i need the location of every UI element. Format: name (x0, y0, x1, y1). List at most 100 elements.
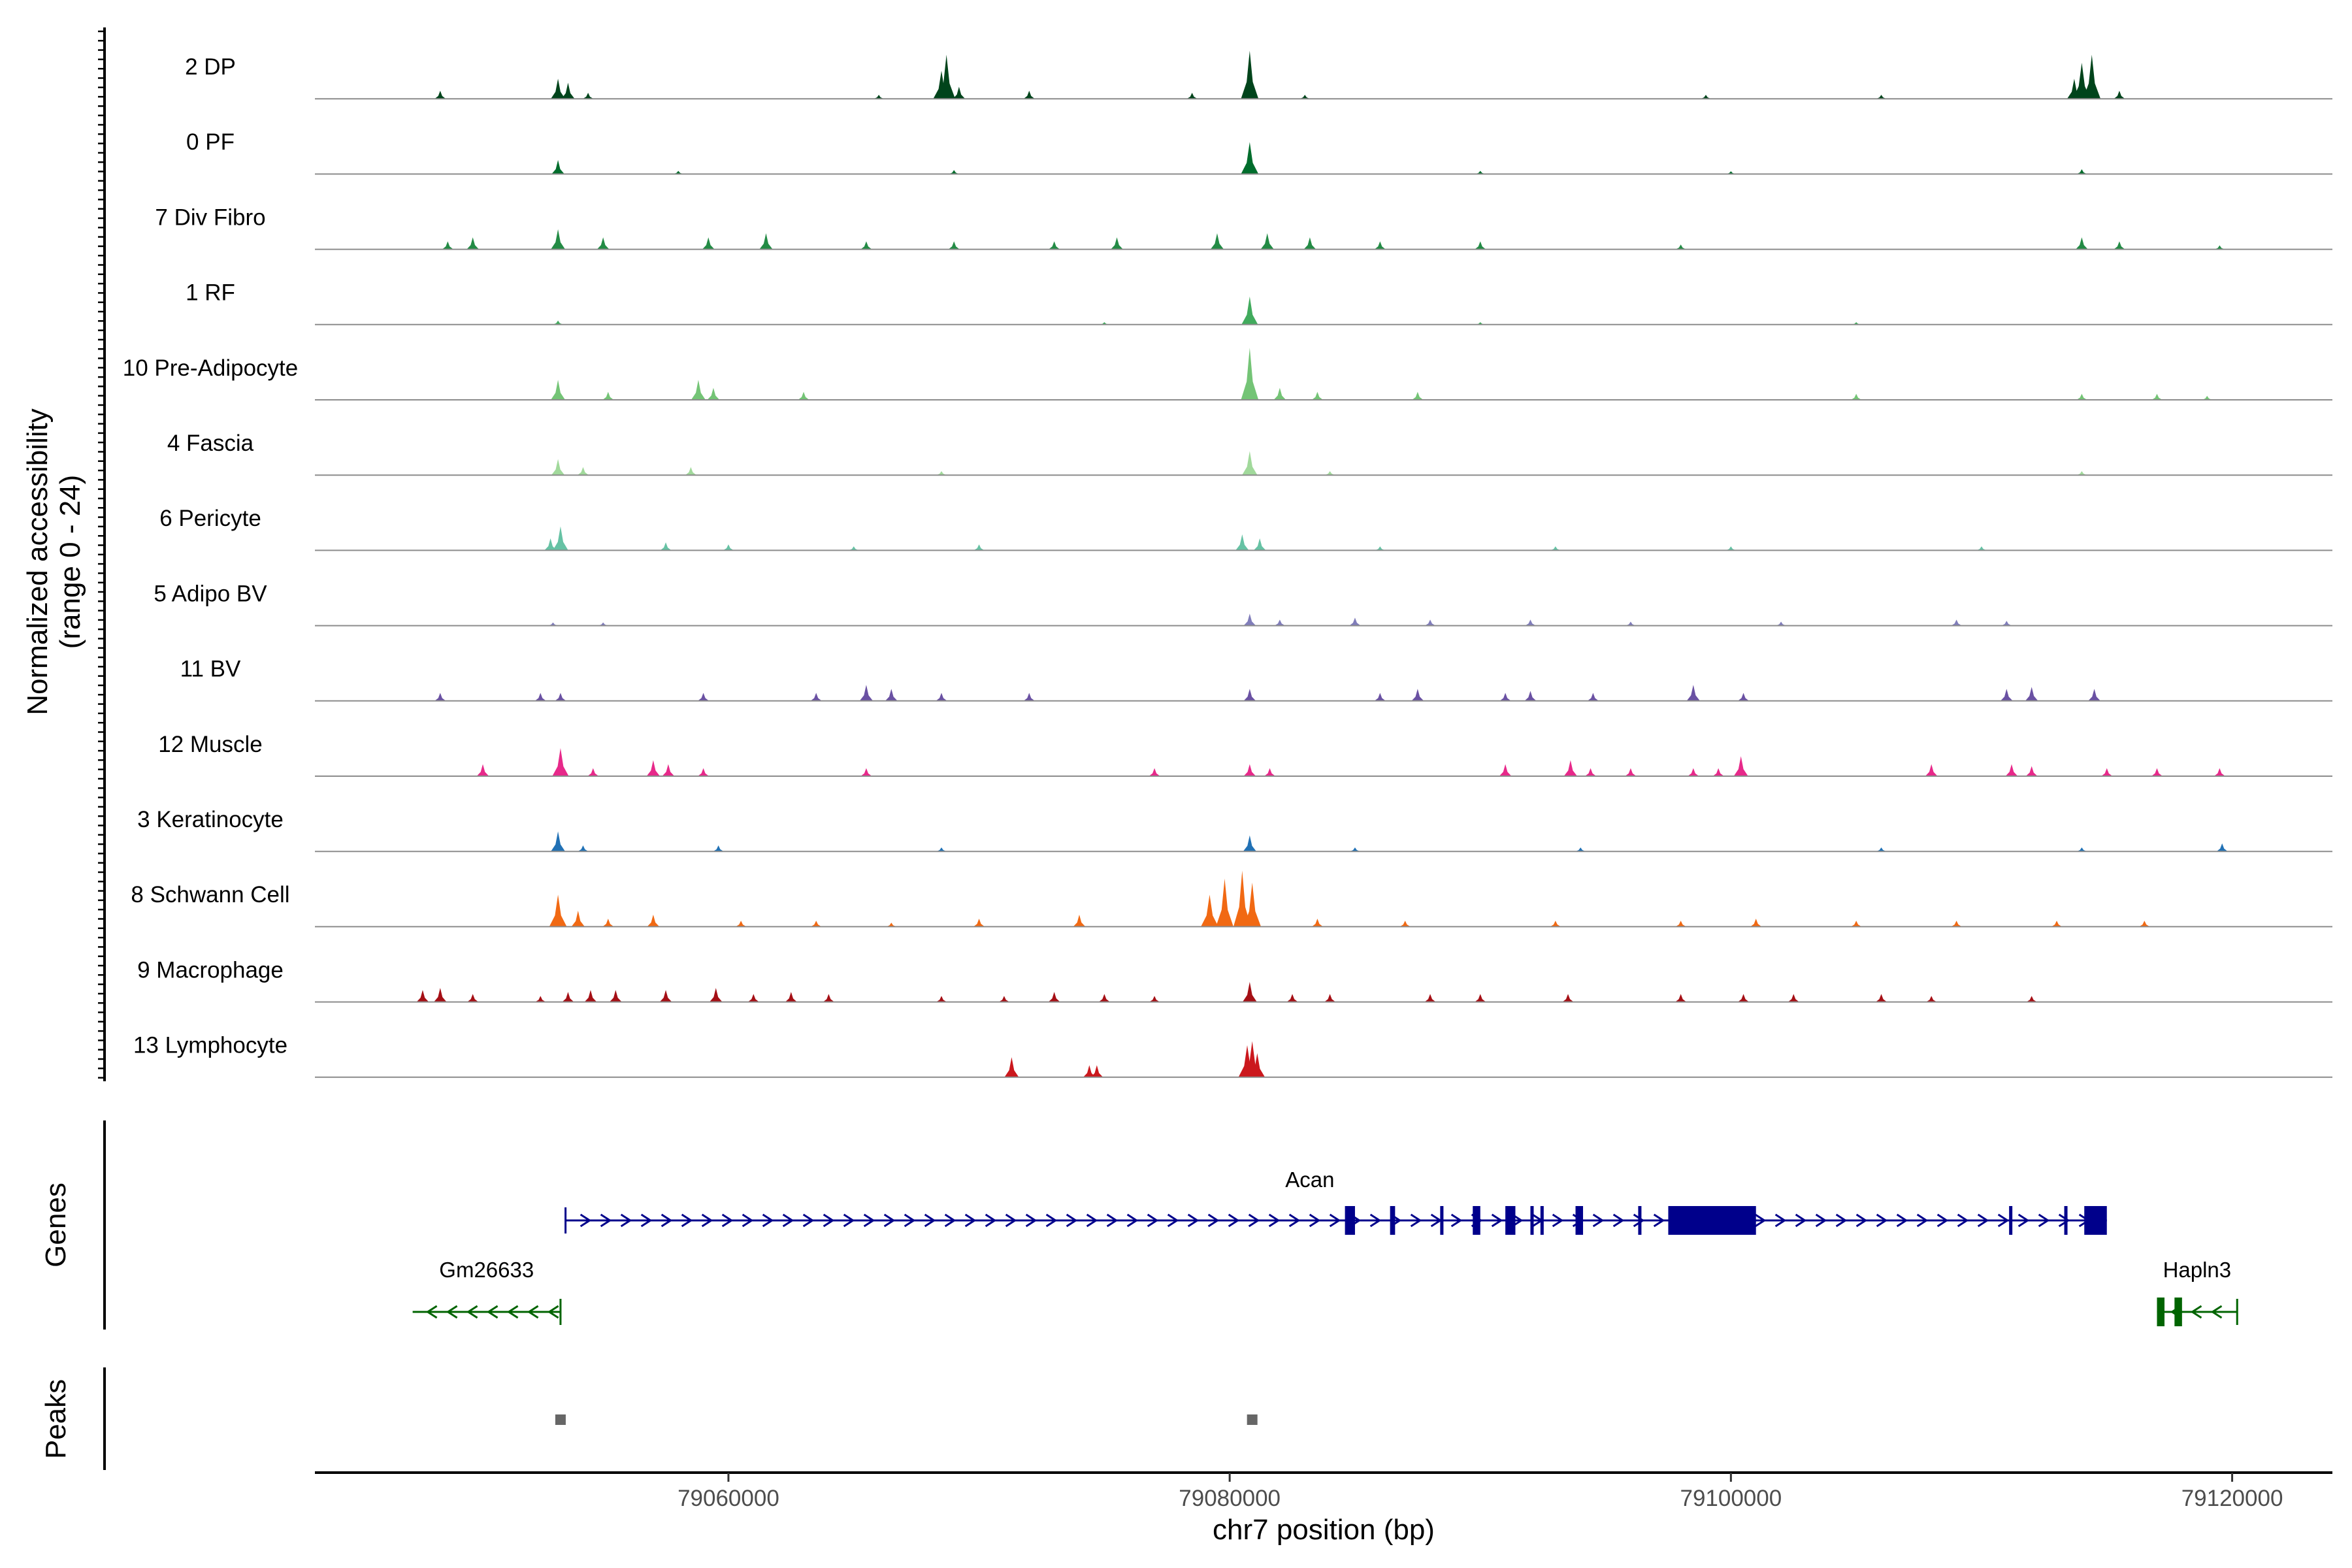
coverage-peak (759, 233, 773, 250)
coverage-peak (1274, 619, 1286, 626)
coverage-peak (584, 990, 597, 1002)
gene-exon (2009, 1206, 2013, 1235)
coverage-peak (1242, 451, 1258, 476)
strand-arrow (944, 1213, 956, 1228)
track-2-dp: 2 DP (185, 50, 2332, 100)
coverage-peak (552, 748, 569, 776)
coverage-peak (1023, 90, 1035, 99)
coverage-peak (1587, 693, 1599, 701)
strand-arrow (1329, 1213, 1341, 1228)
coverage-peak (1324, 471, 1335, 476)
coverage-peak (1876, 847, 1887, 852)
coverage-peak (547, 622, 559, 626)
strand-arrow (1491, 1213, 1503, 1228)
coverage-peak (936, 847, 947, 852)
coverage-peak (1090, 1065, 1103, 1077)
coverage-peak (1243, 689, 1256, 701)
track-label: 3 Keratinocyte (137, 807, 284, 832)
track-label: 12 Muscle (158, 732, 263, 757)
coverage-peak (949, 170, 959, 174)
track-8-schwann-cell: 8 Schwann Cell (131, 870, 2332, 928)
coverage-peak (551, 380, 566, 400)
coverage-peak (598, 622, 608, 626)
coverage-peak (2001, 621, 2012, 626)
coverage-peak (1233, 870, 1251, 927)
track-13-lymphocyte: 13 Lymphocyte (133, 1033, 2332, 1078)
coverage-peak (798, 391, 809, 400)
coverage-peak (1563, 760, 1578, 776)
coverage-peak (886, 923, 897, 927)
strand-arrow (1207, 1213, 1220, 1228)
gene-exon (1540, 1206, 1544, 1235)
coverage-peak (1083, 1065, 1096, 1077)
coverage-peak (1374, 241, 1386, 250)
coverage-peak (1264, 768, 1276, 776)
strand-arrow (843, 1213, 855, 1228)
coverage-peak (553, 526, 568, 551)
gene-hapln3: Hapln3 (2157, 1258, 2238, 1326)
coverage-peak (1788, 994, 1799, 1002)
coverage-peak (2151, 393, 2163, 400)
strand-arrow (1957, 1213, 1969, 1228)
coverage-peak (1725, 546, 1737, 551)
coverage-peak (2076, 393, 2087, 400)
coverage-peak (646, 760, 661, 776)
coverage-peak (1737, 994, 1750, 1002)
strand-arrow (1066, 1213, 1078, 1228)
coverage-peak (2088, 689, 2100, 701)
strand-arrow (446, 1305, 458, 1319)
coverage-peak (1499, 764, 1512, 776)
coverage-peak (1675, 244, 1686, 250)
coverage-peak (1241, 50, 1259, 99)
gene-exon (2064, 1206, 2068, 1235)
coverage-peak (1243, 835, 1257, 852)
coverage-peak (582, 92, 594, 99)
coverage-peak (1976, 546, 1987, 551)
coverage-peak (2151, 768, 2163, 776)
strand-arrow (1025, 1213, 1037, 1228)
strand-arrow (547, 1305, 559, 1319)
track-label: 11 BV (180, 657, 241, 682)
coverage-peak (1210, 233, 1224, 250)
gene-exon (2084, 1206, 2107, 1235)
coverage-peak (1876, 95, 1887, 99)
coverage-peak (874, 95, 884, 99)
strand-arrow (1815, 1213, 1827, 1228)
coverage-peak (1235, 534, 1249, 551)
gene-exon (1390, 1206, 1396, 1235)
strand-arrow (580, 1213, 592, 1228)
x-tick-label: 79120000 (2181, 1486, 2283, 1511)
strand-arrow (2210, 1305, 2223, 1319)
strand-arrow (661, 1213, 673, 1228)
strand-arrow (2017, 1213, 2030, 1228)
y-axis (98, 27, 106, 1081)
coverage-peak (434, 693, 446, 701)
strand-arrow (762, 1213, 774, 1228)
coverage-peak (2114, 90, 2125, 99)
strand-arrow (2038, 1213, 2050, 1228)
coverage-peak (1575, 847, 1586, 852)
strand-arrow (640, 1213, 653, 1228)
strand-arrow (1126, 1213, 1139, 1228)
strand-arrow (681, 1213, 693, 1228)
coverage-peak (1675, 921, 1686, 927)
coverage-peak (785, 992, 797, 1002)
coverage-peak (860, 768, 872, 776)
coverage-tracks: 2 DP 0 PF 7 Div Fibro 1 RF 10 Pre-Adipocyte 4… (123, 50, 2332, 1078)
coverage-peak (544, 538, 557, 551)
coverage-peak (602, 391, 614, 400)
coverage-peak (2213, 768, 2225, 776)
coverage-peak (2025, 766, 2038, 776)
coverage-peak (2216, 843, 2228, 852)
strand-arrow (1774, 1213, 1787, 1228)
gene-exon (2174, 1298, 2182, 1326)
coverage-peak (1374, 693, 1386, 701)
coverage-peak (697, 768, 710, 776)
coverage-peak (1675, 994, 1687, 1002)
strand-arrow (1754, 1213, 1767, 1228)
coverage-peak (1098, 994, 1110, 1002)
coverage-peak (2114, 241, 2125, 250)
coverage-peak (936, 693, 947, 701)
coverage-peak (702, 237, 715, 250)
strand-arrow (600, 1213, 612, 1228)
